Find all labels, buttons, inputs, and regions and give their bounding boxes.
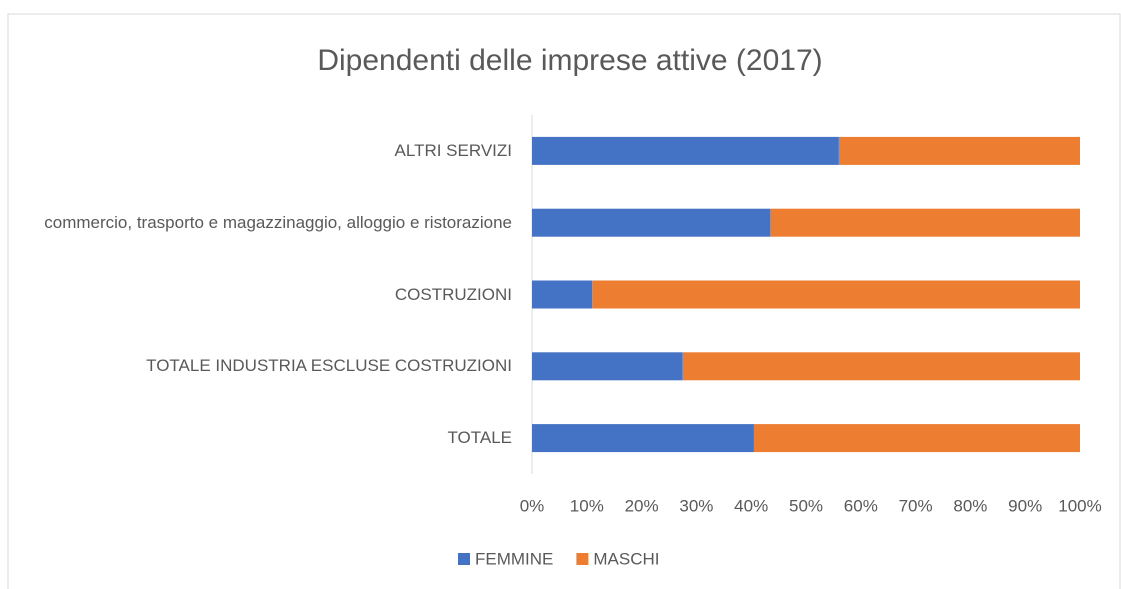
bar-segment [753,424,1080,453]
legend-label: FEMMINE [475,549,553,568]
x-tick-label: 10% [570,496,604,515]
y-tick-label: commercio, trasporto e magazzinaggio, al… [44,212,512,232]
bar-segment [682,352,1080,381]
x-tick-label: 40% [734,496,768,515]
bar-segment [592,280,1080,309]
x-tick-label: 0% [520,496,545,515]
x-tick-label: 100% [1058,496,1101,515]
bar-segment [838,136,1080,165]
x-tick-label: 30% [679,496,713,515]
x-tick-label: 60% [844,496,878,515]
bar-segment [532,424,754,453]
bar-segment [532,208,771,237]
x-tick-label: 80% [953,496,987,515]
x-tick-label: 70% [899,496,933,515]
y-tick-label: TOTALE [447,428,512,448]
bar-segment [532,136,839,165]
bar-segment [532,352,683,381]
x-tick-label: 50% [789,496,823,515]
x-tick-label: 90% [1008,496,1042,515]
legend-label: MASCHI [593,549,659,568]
chart-border [7,13,1121,589]
y-tick-label: TOTALE INDUSTRIA ESCLUSE COSTRUZIONI [146,356,512,376]
y-tick-label: COSTRUZIONI [394,284,512,304]
legend-swatch [576,553,589,565]
bar-segment [770,208,1080,237]
chart-title: Dipendenti delle imprese attive (2017) [317,44,822,77]
x-tick-label: 20% [625,496,659,515]
legend-swatch [458,553,470,565]
bar-segment [532,280,593,309]
y-tick-label: ALTRI SERVIZI [394,140,512,160]
